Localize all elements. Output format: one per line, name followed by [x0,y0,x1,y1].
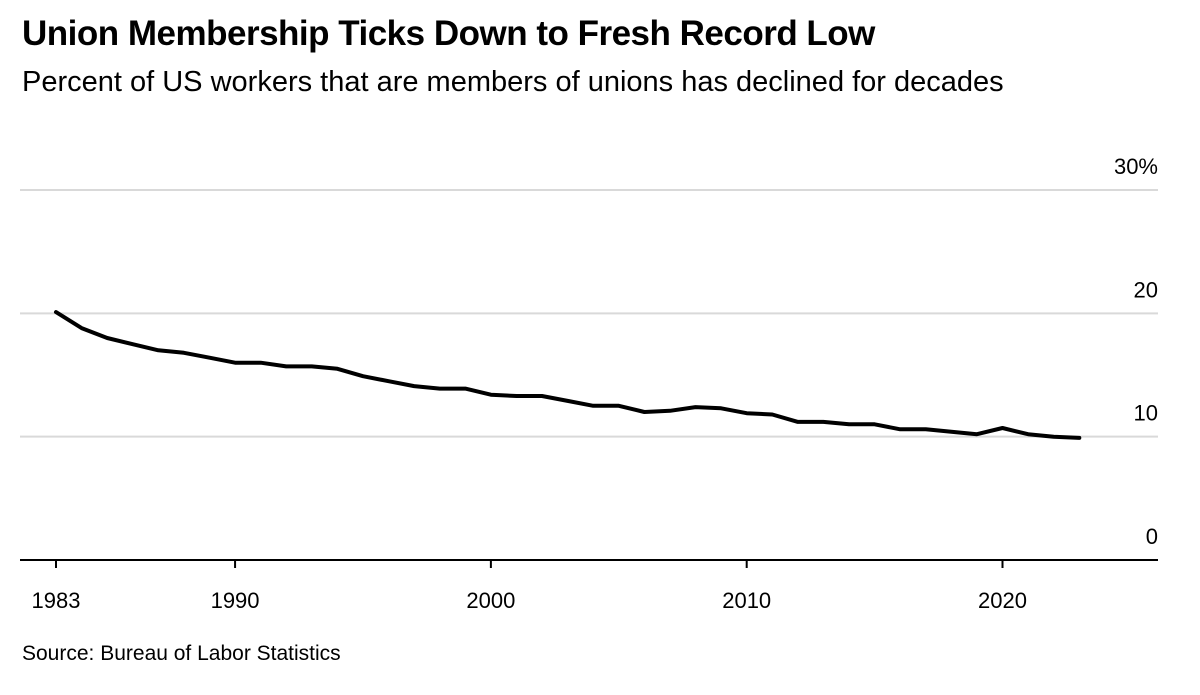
source-note: Source: Bureau of Labor Statistics [22,642,341,665]
series-line-union-membership [54,310,1082,440]
x-tick-label: 1983 [32,588,81,613]
chart-subtitle: Percent of US workers that are members o… [22,66,1004,98]
data-series [54,310,1082,440]
x-axis: 1983 1990 2000 2010 2020 [20,559,1158,613]
x-tick-label: 1990 [211,588,260,613]
y-tick-label: 0 [1146,524,1158,549]
y-tick-label: 30% [1114,154,1158,179]
x-tick-label: 2000 [466,588,515,613]
x-tick-label: 2010 [722,588,771,613]
y-tick-label: 10 [1134,401,1158,426]
y-axis-labels: 0 10 20 30% [1114,154,1158,549]
x-tick-label: 2020 [978,588,1027,613]
chart-title: Union Membership Ticks Down to Fresh Rec… [22,14,875,53]
y-tick-label: 20 [1134,277,1158,302]
gridlines [20,189,1158,438]
